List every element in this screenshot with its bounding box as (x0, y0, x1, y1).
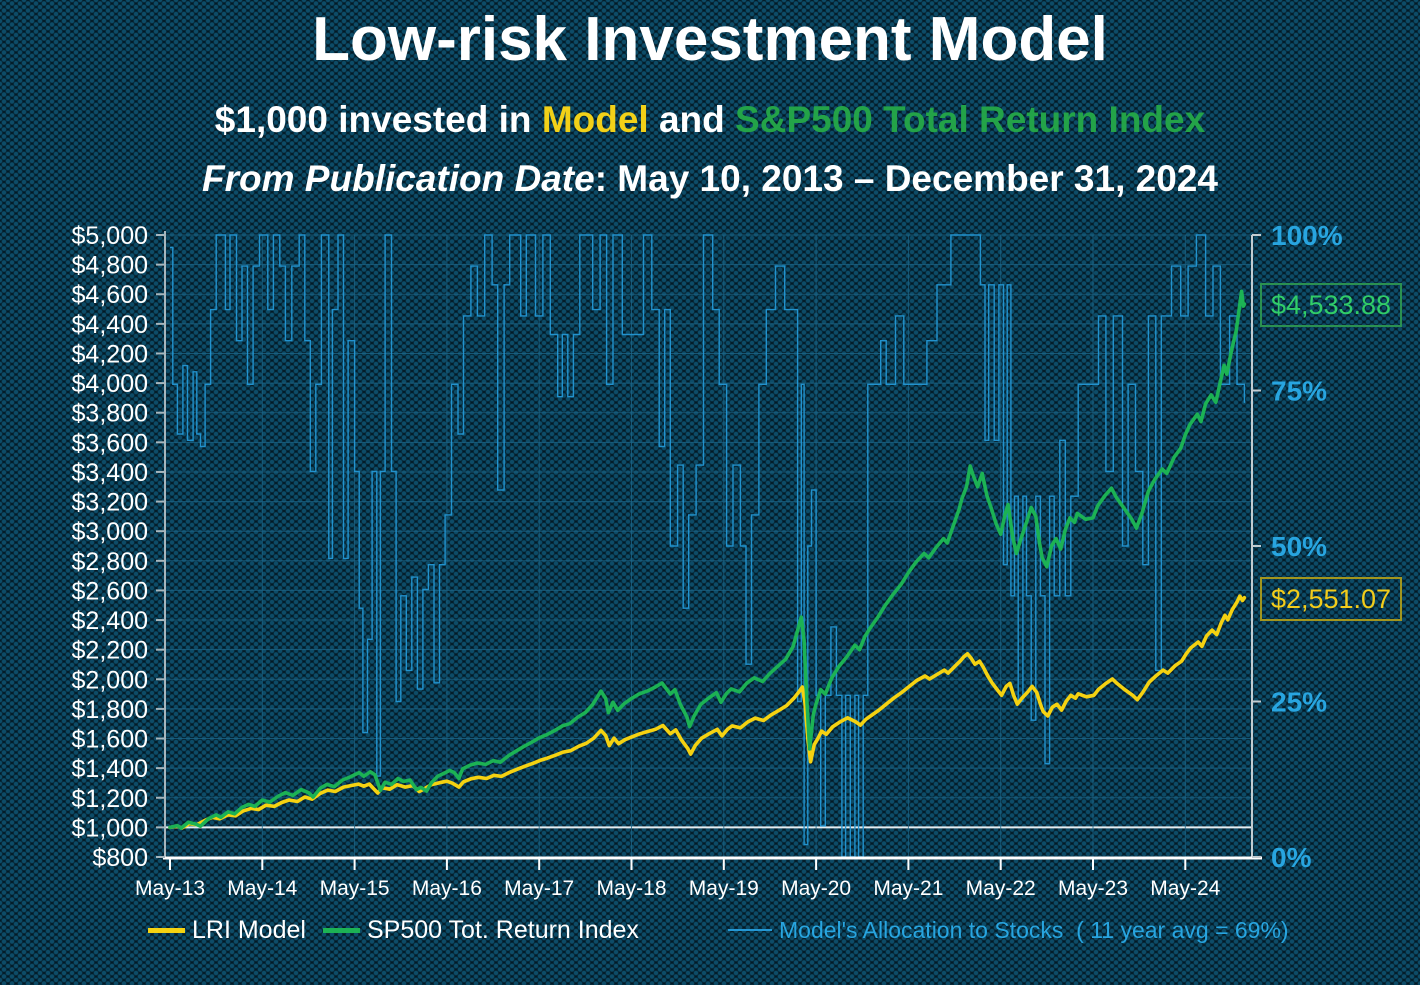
y-axis-right-tick-label: 75% (1271, 376, 1327, 407)
chart-legend: LRI Model SP500 Tot. Return Index Model'… (0, 912, 1420, 954)
y-axis-left-tick-label: $1,400 (72, 755, 148, 783)
y-axis-left-tick-label: $2,600 (72, 577, 148, 605)
legend-item-lri-model: LRI Model (148, 912, 306, 948)
sp500-line-swatch-icon (323, 927, 360, 933)
subtitle-and-word: and (648, 99, 736, 140)
y-axis-left-tick-label: $4,600 (72, 281, 148, 309)
x-axis-tick-label: May-17 (504, 877, 574, 900)
x-axis-tick-label: May-20 (781, 877, 851, 900)
lri-model-line-swatch-icon (148, 927, 185, 933)
allocation-line (170, 234, 1246, 858)
legend-label-allocation: Model's Allocation to Stocks ( 11 year a… (779, 916, 1289, 943)
y-axis-left-tick-label: $5,000 (72, 222, 148, 250)
sp500-final-value-badge: $4,533.88 (1260, 283, 1402, 327)
y-axis-left-tick-label: $4,800 (72, 252, 148, 280)
x-axis-tick-label: May-18 (596, 877, 666, 900)
x-axis-tick-label: May-24 (1150, 877, 1220, 900)
y-axis-left-tick-label: $1,600 (72, 726, 148, 754)
y-axis-left-tick-label: $3,400 (72, 459, 148, 487)
y-axis-right-tick-label: 0% (1271, 842, 1312, 873)
dateline: From Publication Date: May 10, 2013 – De… (0, 158, 1420, 200)
y-axis-left-tick-label: $1,000 (72, 814, 148, 842)
sp500-line (168, 289, 1247, 830)
model-final-value-badge: $2,551.07 (1260, 577, 1402, 621)
subtitle: $1,000 invested in Model and S&P500 Tota… (0, 99, 1420, 141)
y-axis-left-tick-label: $4,400 (72, 311, 148, 339)
y-axis-right-tick-label: 25% (1271, 687, 1327, 718)
x-axis-tick-label: May-16 (412, 877, 482, 900)
y-axis-left-tick-label: $2,800 (72, 548, 148, 576)
x-axis-tick-label: May-23 (1058, 877, 1128, 900)
x-axis-tick-label: May-22 (966, 877, 1036, 900)
y-axis-left-tick-label: $3,800 (72, 400, 148, 428)
x-axis-tick-label: May-15 (320, 877, 390, 900)
x-axis-tick-label: May-19 (689, 877, 759, 900)
lri_model-line (168, 594, 1247, 830)
legend-item-sp500: SP500 Tot. Return Index (323, 912, 639, 948)
legend-label-lri-model: LRI Model (192, 915, 306, 944)
y-axis-left-tick-label: $1,800 (72, 696, 148, 724)
y-axis-right-tick-label: 50% (1271, 531, 1327, 562)
y-axis-left-tick-label: $1,200 (72, 785, 148, 813)
legend-label-sp500: SP500 Tot. Return Index (367, 915, 639, 944)
allocation-line-swatch-icon (728, 929, 772, 931)
dateline-label: From Publication Date (202, 158, 595, 199)
subtitle-prefix: $1,000 invested in (214, 99, 542, 140)
x-axis-tick-label: May-21 (873, 877, 943, 900)
y-axis-left-tick-label: $3,000 (72, 518, 148, 546)
y-axis-left-tick-label: $3,200 (72, 489, 148, 517)
y-axis-left-tick-label: $2,400 (72, 607, 148, 635)
subtitle-index-word: S&P500 Total Return Index (735, 99, 1206, 140)
y-axis-left-tick-label: $2,200 (72, 637, 148, 665)
x-axis-tick-label: May-14 (227, 877, 297, 900)
y-axis-left-tick-label: $4,000 (72, 370, 148, 398)
dateline-range: May 10, 2013 – December 31, 2024 (617, 158, 1218, 199)
y-axis-left-tick-label: $2,000 (72, 666, 148, 694)
legend-item-allocation: Model's Allocation to Stocks ( 11 year a… (728, 912, 1289, 948)
subtitle-model-word: Model (541, 99, 649, 140)
y-axis-left-tick-label: $3,600 (72, 429, 148, 457)
y-axis-left-tick-label: $800 (92, 844, 148, 872)
page-title: Low-risk Investment Model (312, 5, 1108, 74)
dateline-colon: : (594, 158, 618, 199)
y-axis-left-tick-label: $4,200 (72, 340, 148, 368)
y-axis-right-tick-label: 100% (1271, 220, 1343, 251)
x-axis-tick-label: May-13 (135, 877, 205, 900)
